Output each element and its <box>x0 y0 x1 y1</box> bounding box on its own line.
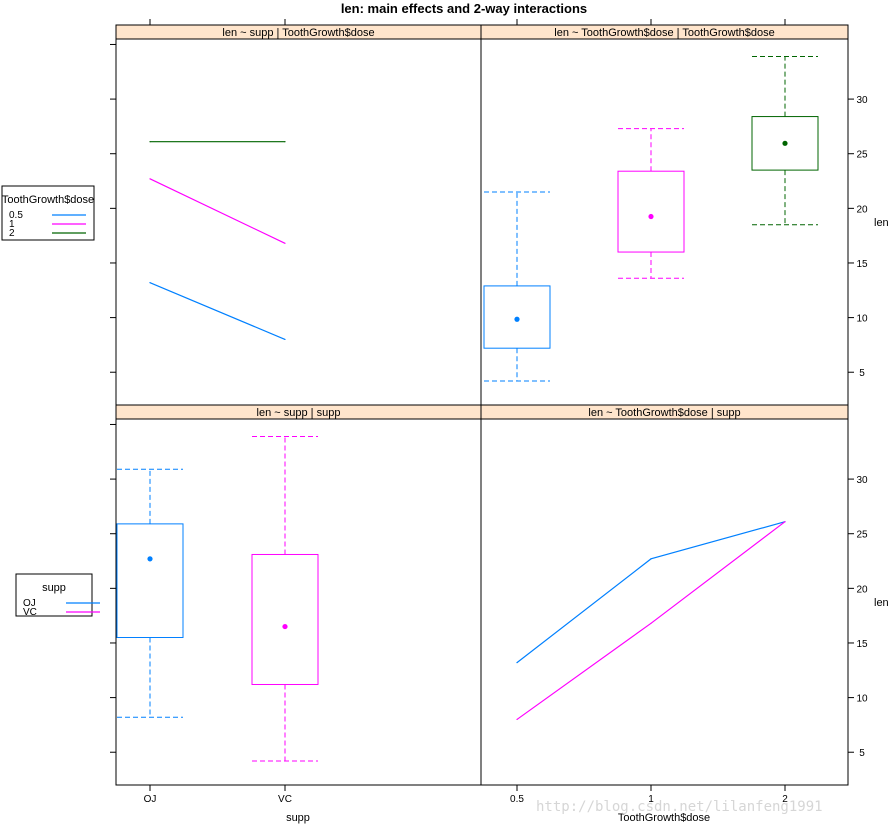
panel-title: len ~ supp | supp <box>257 407 341 419</box>
box-2 <box>751 55 819 226</box>
panel-title: len ~ ToothGrowth$dose | supp <box>588 407 740 419</box>
legend-label: 1 <box>9 219 15 230</box>
box-rect <box>251 553 319 685</box>
legend-box <box>1 185 95 241</box>
series-point-VC-1 <box>650 622 652 624</box>
panel-title: len ~ ToothGrowth$dose | ToothGrowth$dos… <box>554 27 774 39</box>
y-tick-label: 5 <box>859 368 865 379</box>
x-tick-label: 1 <box>648 794 654 805</box>
box-1 <box>617 128 685 279</box>
y-tick-label: 25 <box>856 150 868 161</box>
panels-layer: len ~ supp | ToothGrowth$dose len ~ Tooth… <box>115 24 849 786</box>
series-line-OJ <box>516 521 786 664</box>
chart-title: len: main effects and 2-way interactions <box>341 1 587 16</box>
watermark: http://blog.csdn.net/lilanfeng1991 <box>536 799 823 815</box>
box-VC <box>251 435 319 762</box>
median-dot <box>514 316 520 322</box>
series-line-1 <box>149 178 286 244</box>
legend-title: ToothGrowth$dose <box>2 194 94 206</box>
legend-label: VC <box>23 607 37 618</box>
panel-top-right: len ~ ToothGrowth$dose | ToothGrowth$dos… <box>480 24 849 406</box>
legend-box <box>15 573 93 617</box>
panel-frame <box>115 404 482 786</box>
legend-0: ToothGrowth$dose 0.512 <box>1 185 95 241</box>
y-tick-label: 10 <box>856 314 868 325</box>
x-axis-label: supp <box>286 812 310 824</box>
y-tick-label: 10 <box>856 694 868 705</box>
series-point-0.5-OJ <box>149 282 151 284</box>
panel-bottom-left: len ~ supp | supp <box>115 404 482 786</box>
y-tick-label: 25 <box>856 530 868 541</box>
box-rect <box>116 523 184 639</box>
series-point-0.5-VC <box>284 338 286 341</box>
panel-title: len ~ supp | ToothGrowth$dose <box>222 27 374 39</box>
y-tick-label: 30 <box>856 95 868 106</box>
series-point-1-VC <box>284 242 286 244</box>
panel-frame <box>480 404 849 786</box>
panel-top-left: len ~ supp | ToothGrowth$dose <box>115 24 482 406</box>
legend-label: OJ <box>23 598 36 609</box>
series-line-VC <box>516 521 786 720</box>
box-rect <box>483 285 551 349</box>
series-line-0.5 <box>149 282 286 341</box>
series-point-1-OJ <box>149 178 151 180</box>
series-point-2-OJ <box>149 141 151 143</box>
y-tick-label: 15 <box>856 259 868 270</box>
y-tick-label: 5 <box>859 748 865 759</box>
axes-layer: 5 10 15 20 25 30 len 5 10 15 20 25 30 len OJ VC 0.5 1 2 sup… <box>110 19 889 824</box>
y-tick-label: 30 <box>856 475 868 486</box>
legend-label: 2 <box>9 228 15 239</box>
panel-frame <box>115 24 482 406</box>
series-point-2-VC <box>284 141 286 143</box>
y-axis-label: len <box>874 217 889 229</box>
median-dot <box>147 556 153 562</box>
series-point-OJ-0.5 <box>516 662 518 664</box>
legend-title: supp <box>42 582 66 594</box>
series-point-VC-0.5 <box>516 718 518 721</box>
box-0.5 <box>483 191 551 382</box>
box-OJ <box>116 468 184 718</box>
x-tick-label: OJ <box>144 794 157 805</box>
legend-label: 0.5 <box>9 210 23 221</box>
panel-bottom-right: len ~ ToothGrowth$dose | supp <box>480 404 849 786</box>
x-tick-label: 0.5 <box>510 794 524 805</box>
y-axis-label: len <box>874 597 889 609</box>
median-dot <box>648 213 654 220</box>
y-tick-label: 20 <box>856 584 868 595</box>
x-tick-label: VC <box>278 794 292 805</box>
box-rect <box>617 170 685 253</box>
box-rect <box>751 116 819 171</box>
median-dot <box>782 140 788 146</box>
x-axis-label: ToothGrowth$dose <box>618 812 710 824</box>
y-tick-label: 20 <box>856 204 868 215</box>
x-tick-label: 2 <box>782 794 788 805</box>
series-point-VC-2 <box>784 521 786 523</box>
series-point-OJ-1 <box>650 558 652 560</box>
median-dot <box>282 623 288 630</box>
y-tick-label: 15 <box>856 639 868 650</box>
